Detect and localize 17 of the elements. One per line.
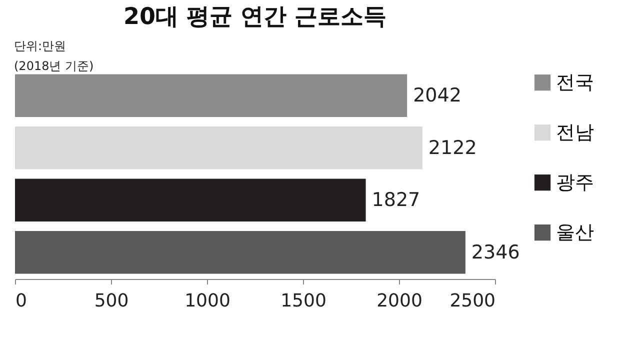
x-tick-label: 1000 (184, 290, 230, 312)
x-tick-label: 2500 (450, 290, 496, 312)
legend-label: 울산 (556, 222, 594, 244)
x-tick-label: 1500 (280, 290, 326, 312)
data-label: 2346 (471, 241, 520, 264)
legend-label: 전국 (556, 72, 594, 94)
annotation: (2018년 기준) (14, 58, 94, 75)
x-tick-label: 500 (94, 290, 129, 312)
legend-label: 전남 (556, 122, 594, 144)
legend-label: 광주 (556, 172, 594, 194)
annotation: 단위:만원 (14, 38, 68, 55)
chart-title: 20대 평균 연간 근로소득 (123, 4, 387, 30)
x-tick-label: 0 (16, 290, 27, 312)
data-label: 2042 (413, 84, 462, 107)
x-tick-label: 2000 (376, 290, 422, 312)
data-label: 2122 (428, 136, 477, 159)
data-label: 1827 (372, 189, 420, 212)
